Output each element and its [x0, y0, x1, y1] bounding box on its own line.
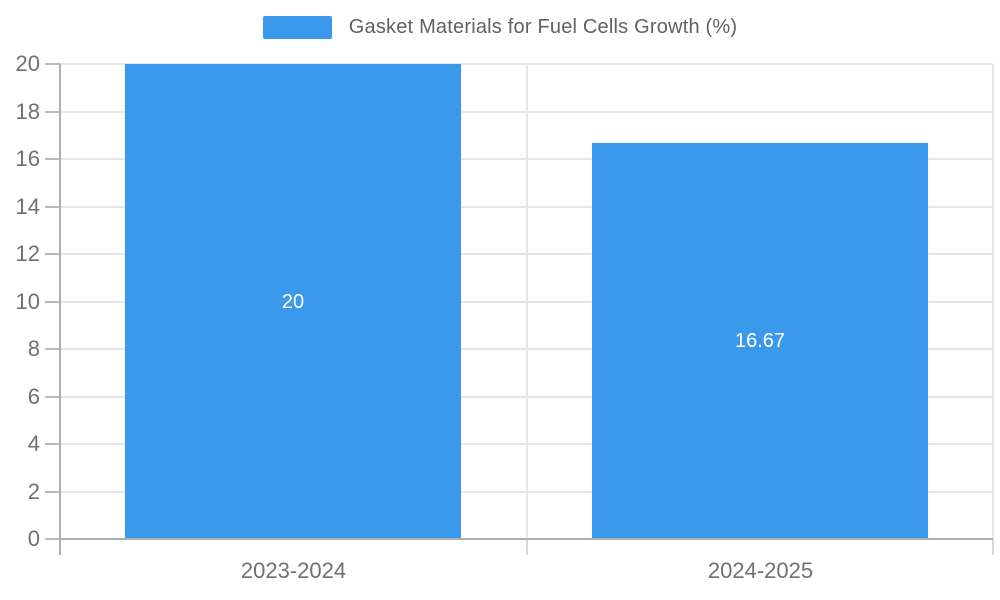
ytick-label-14: 14: [15, 193, 40, 219]
ytick-mark-14: [45, 205, 60, 208]
ytick-mark-6: [45, 395, 60, 398]
bar-2023-2024[interactable]: [125, 64, 461, 539]
ytick-mark-0: [45, 538, 60, 540]
bar-label-2023-2024: 20: [281, 290, 305, 313]
ytick-label-12: 12: [15, 241, 40, 266]
y-axis-line: [59, 64, 61, 555]
ytick-mark-4: [45, 443, 60, 445]
ytick-mark-16: [45, 158, 60, 160]
gridline-x-1: [525, 64, 528, 539]
legend-swatch: [262, 16, 332, 39]
ytick-label-16: 16: [15, 146, 40, 171]
ytick-label-18: 18: [15, 98, 40, 124]
ytick-label-2: 2: [27, 478, 40, 504]
ytick-label-8: 8: [27, 336, 40, 361]
ytick-label-20: 20: [15, 51, 40, 76]
ytick-label-0: 0: [27, 526, 40, 551]
bar-2024-2025[interactable]: [592, 143, 928, 539]
x-axis-line: [60, 538, 993, 540]
xtick-mark-1: [525, 539, 528, 555]
ytick-mark-18: [45, 110, 60, 113]
bar-label-2024-2025: 16.67: [734, 330, 786, 353]
ytick-mark-10: [45, 300, 60, 303]
ytick-label-10: 10: [15, 288, 40, 314]
xtick-label-2024-2025: 2024-2025: [707, 558, 814, 583]
legend-item[interactable]: Gasket Materials for Fuel Cells Growth (…: [262, 16, 738, 39]
ytick-label-4: 4: [27, 431, 40, 456]
ytick-mark-2: [45, 490, 60, 493]
chart-legend: Gasket Materials for Fuel Cells Growth (…: [0, 16, 1000, 39]
legend-label: Gasket Materials for Fuel Cells Growth (…: [348, 16, 738, 38]
xtick-label-2023-2024: 2023-2024: [240, 558, 347, 583]
ytick-label-6: 6: [27, 383, 40, 409]
ytick-mark-12: [45, 253, 60, 255]
ytick-mark-20: [45, 63, 60, 65]
xtick-mark-2: [992, 539, 994, 555]
ytick-mark-8: [45, 348, 60, 350]
gridline-x-2: [992, 64, 994, 539]
